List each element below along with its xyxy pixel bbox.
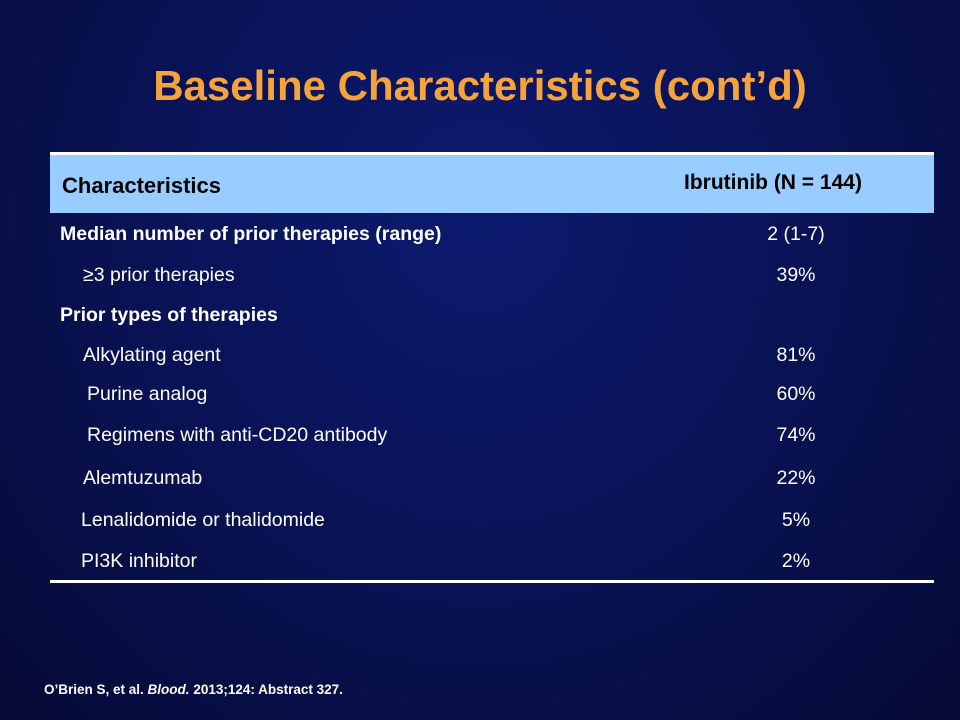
table-row: PI3K inhibitor 2% [50, 541, 934, 581]
row-value: 2 (1-7) [767, 223, 825, 245]
table-bottom-rule [50, 580, 934, 583]
table-row: Median number of prior therapies (range)… [50, 213, 934, 255]
slide-title: Baseline Characteristics (cont’d) [153, 62, 807, 109]
citation-authors: O’Brien S, et al. [44, 682, 144, 697]
row-label: Alkylating agent [83, 344, 221, 366]
row-label: Median number of prior therapies (range) [60, 223, 442, 245]
table-row: ≥3 prior therapies 39% [50, 255, 934, 295]
row-value: 74% [776, 424, 816, 446]
row-label: Alemtuzumab [83, 467, 203, 489]
row-value: 81% [776, 344, 816, 366]
table-row: Regimens with anti-CD20 antibody 74% [50, 415, 934, 458]
row-value: 60% [776, 383, 816, 405]
table-row: Alkylating agent 81% [50, 335, 934, 375]
row-value: 22% [776, 467, 816, 489]
row-label: Lenalidomide or thalidomide [81, 509, 325, 531]
baseline-table: Characteristics Ibrutinib (N = 144) Medi… [50, 152, 934, 581]
row-label: Purine analog [87, 383, 208, 405]
citation-journal: Blood. [147, 682, 190, 697]
table-row: Prior types of therapies [50, 295, 934, 335]
table-header: Characteristics Ibrutinib (N = 144) [50, 152, 934, 213]
table-row: Lenalidomide or thalidomide 5% [50, 500, 934, 541]
row-label: Prior types of therapies [60, 304, 278, 326]
row-value: 2% [781, 550, 811, 572]
table-row: Purine analog 60% [50, 375, 934, 415]
citation: O’Brien S, et al. Blood. 2013;124: Abstr… [44, 682, 343, 697]
header-characteristics: Characteristics [62, 173, 221, 198]
header-ibrutinib: Ibrutinib (N = 144) [684, 171, 862, 194]
row-value: 39% [776, 264, 816, 286]
row-value: 5% [781, 509, 811, 531]
row-label: Regimens with anti-CD20 antibody [87, 424, 388, 446]
row-label: PI3K inhibitor [81, 550, 197, 572]
citation-details: 2013;124: Abstract 327. [193, 682, 343, 697]
table-row: Alemtuzumab 22% [50, 458, 934, 500]
row-label: ≥3 prior therapies [83, 264, 235, 286]
